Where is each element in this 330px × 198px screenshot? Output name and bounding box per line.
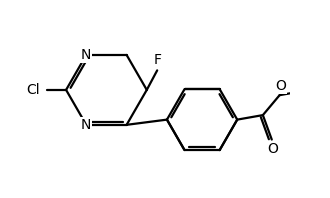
Text: N: N (81, 48, 91, 62)
Text: N: N (81, 118, 91, 132)
Text: O: O (268, 142, 279, 156)
Text: O: O (276, 79, 286, 93)
Text: Cl: Cl (26, 83, 40, 97)
Text: F: F (153, 53, 161, 68)
